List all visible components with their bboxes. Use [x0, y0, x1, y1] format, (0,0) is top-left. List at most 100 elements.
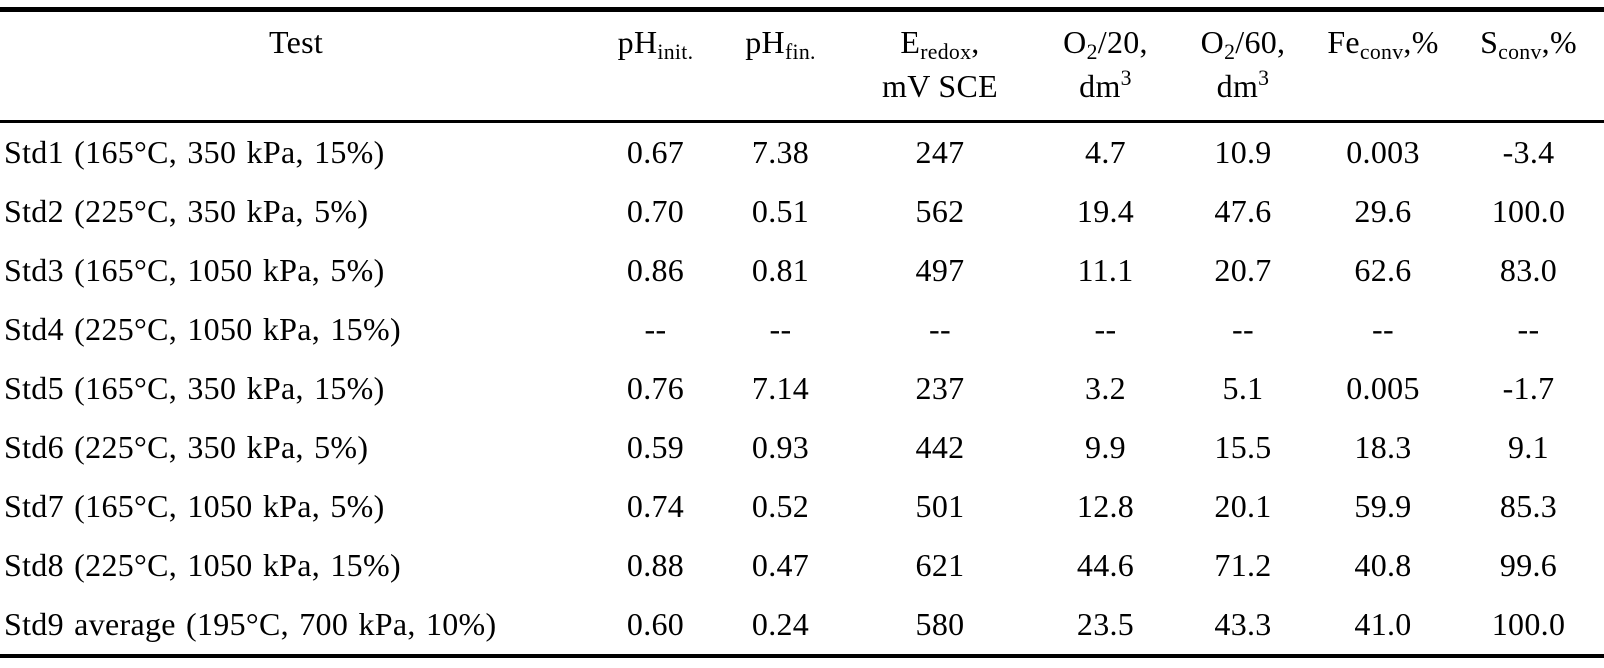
header-line-2: mV SCE	[842, 64, 1038, 108]
table-row: Std3 (165°C, 1050 kPa, 5%) 0.86 0.81 497…	[0, 241, 1604, 300]
value-cell: 621	[915, 547, 965, 584]
table-row: Std2 (225°C, 350 kPa, 5%) 0.70 0.51 562 …	[0, 182, 1604, 241]
value-cell: 10.9	[1214, 134, 1272, 171]
header-label-rest: /60,	[1235, 24, 1286, 60]
value-cell: 47.6	[1214, 193, 1272, 230]
value-cell: --	[929, 311, 951, 348]
value-cell: 0.24	[751, 606, 810, 643]
value-cell: 15.5	[1214, 429, 1272, 466]
table-row: Std1 (165°C, 350 kPa, 15%) 0.67 7.38 247…	[0, 122, 1604, 183]
header-subscript: fin.	[784, 40, 816, 65]
header-unit: dm	[1079, 68, 1121, 105]
results-table: Test pHinit. pHfin. Eredox, mV SCE O2/20…	[0, 7, 1604, 659]
header-label: pH	[617, 24, 658, 60]
value-cell: 0.59	[626, 429, 685, 466]
value-cell: 0.81	[751, 252, 810, 289]
value-cell: 442	[915, 429, 965, 466]
value-cell: 19.4	[1076, 193, 1135, 230]
table-row: Std7 (165°C, 1050 kPa, 5%) 0.74 0.52 501…	[0, 477, 1604, 536]
value-cell: 0.60	[626, 606, 685, 643]
table-body: Std1 (165°C, 350 kPa, 15%) 0.67 7.38 247…	[0, 122, 1604, 657]
header-subscript: conv	[1359, 40, 1404, 65]
value-cell: 247	[915, 134, 965, 171]
value-cell: 12.8	[1076, 488, 1135, 525]
value-cell: 3.2	[1085, 370, 1126, 407]
value-cell: 0.52	[751, 488, 810, 525]
header-unit: mV SCE	[882, 68, 998, 105]
value-cell: 29.6	[1354, 193, 1412, 230]
value-cell: -3.4	[1502, 134, 1555, 171]
header-label: E	[900, 24, 921, 60]
test-label: Std3 (165°C, 1050 kPa, 5%)	[4, 252, 385, 289]
header-subscript: 2	[1224, 40, 1236, 65]
header-line-1: O2/60,	[1173, 20, 1313, 64]
value-cell: --	[1372, 311, 1394, 348]
value-cell: 59.9	[1354, 488, 1412, 525]
value-cell: 0.47	[751, 547, 810, 584]
table-row: Std5 (165°C, 350 kPa, 15%) 0.76 7.14 237…	[0, 359, 1604, 418]
column-header-ph-init: pHinit.	[592, 9, 719, 124]
value-cell: -1.7	[1502, 370, 1555, 407]
value-cell: 5.1	[1222, 370, 1264, 407]
header-unit: dm	[1216, 68, 1259, 105]
column-header-e-redox: Eredox, mV SCE	[842, 9, 1038, 124]
header-label-rest: ,	[971, 24, 980, 60]
header-label: S	[1480, 24, 1499, 60]
header-label: O	[1200, 24, 1225, 60]
column-header-o2-60: O2/60, dm3	[1173, 9, 1313, 124]
value-cell: 497	[915, 252, 965, 289]
header-label-rest: ,%	[1541, 24, 1577, 60]
value-cell: 20.7	[1214, 252, 1272, 289]
value-cell: 100.0	[1491, 193, 1566, 230]
test-label: Std8 (225°C, 1050 kPa, 15%)	[4, 547, 401, 584]
value-cell: 43.3	[1214, 606, 1272, 643]
table-row: Std4 (225°C, 1050 kPa, 15%) -- -- -- -- …	[0, 300, 1604, 359]
value-cell: 7.38	[751, 134, 810, 171]
header-line-2: dm3	[1173, 64, 1313, 108]
value-cell: 0.67	[626, 134, 685, 171]
value-cell: 83.0	[1499, 252, 1558, 289]
value-cell: 9.9	[1085, 429, 1126, 466]
test-label: Std7 (165°C, 1050 kPa, 5%)	[4, 488, 385, 525]
column-header-o2-20: O2/20, dm3	[1038, 9, 1173, 124]
value-cell: 562	[915, 193, 965, 230]
value-cell: 11.1	[1077, 252, 1134, 289]
value-cell: 0.003	[1346, 134, 1420, 171]
value-cell: 85.3	[1499, 488, 1558, 525]
value-cell: 18.3	[1354, 429, 1412, 466]
value-cell: 99.6	[1499, 547, 1558, 584]
header-label: O	[1063, 24, 1087, 60]
value-cell: 100.0	[1491, 606, 1566, 643]
header-label: pH	[745, 24, 785, 60]
column-header-ph-fin: pHfin.	[719, 9, 842, 124]
value-cell: 0.86	[626, 252, 685, 289]
test-label: Std9 average (195°C, 700 kPa, 10%)	[4, 606, 497, 643]
value-cell: 41.0	[1354, 606, 1412, 643]
header-label-rest: /20,	[1097, 24, 1148, 60]
value-cell: 4.7	[1085, 134, 1126, 171]
value-cell: 20.1	[1214, 488, 1272, 525]
table-row: Std8 (225°C, 1050 kPa, 15%) 0.88 0.47 62…	[0, 536, 1604, 595]
value-cell: 40.8	[1354, 547, 1412, 584]
value-cell: 501	[915, 488, 965, 525]
test-label: Std5 (165°C, 350 kPa, 15%)	[4, 370, 385, 407]
header-label: Test	[268, 24, 324, 60]
header-label: Fe	[1327, 24, 1360, 60]
value-cell: 0.005	[1346, 370, 1420, 407]
value-cell: 0.51	[751, 193, 810, 230]
header-superscript: 3	[1120, 66, 1132, 91]
value-cell: 237	[915, 370, 965, 407]
table-row: Std6 (225°C, 350 kPa, 5%) 0.59 0.93 442 …	[0, 418, 1604, 477]
test-label: Std4 (225°C, 1050 kPa, 15%)	[4, 311, 401, 348]
column-header-fe-conv: Feconv,%	[1313, 9, 1453, 124]
value-cell: 0.76	[626, 370, 685, 407]
test-label: Std6 (225°C, 350 kPa, 5%)	[4, 429, 369, 466]
header-subscript: 2	[1086, 40, 1098, 65]
value-cell: 71.2	[1214, 547, 1272, 584]
header-line-1: Eredox,	[842, 20, 1038, 64]
header-subscript: init.	[657, 40, 694, 65]
header-line-2: dm3	[1038, 64, 1173, 108]
column-header-s-conv: Sconv,%	[1453, 9, 1604, 124]
value-cell: --	[1094, 311, 1117, 348]
table-header: Test pHinit. pHfin. Eredox, mV SCE O2/20…	[0, 9, 1604, 124]
